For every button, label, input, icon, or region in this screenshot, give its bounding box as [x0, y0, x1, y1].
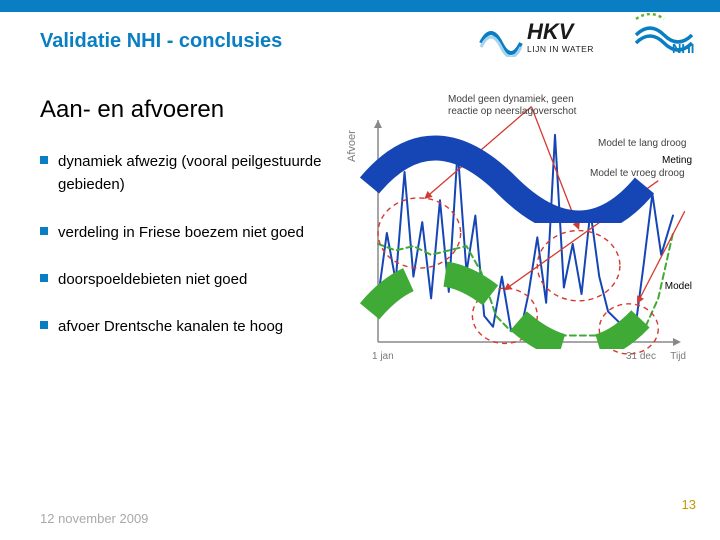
chart-legend: Meting Model	[357, 98, 692, 349]
legend-label: Meting	[662, 154, 692, 167]
chart-annotation: Model te lang droog	[598, 138, 686, 150]
bullet-item: verdeling in Friese boezem niet goed	[40, 221, 340, 244]
section-heading: Aan- en afvoeren	[40, 96, 340, 124]
hkv-logo-icon: HKV LIJN IN WATER	[479, 13, 614, 57]
header-stripe	[0, 0, 720, 12]
legend-item-model: Model	[357, 223, 692, 349]
right-column: Afvoer Meting Model 1 jan 31 dec	[350, 96, 690, 370]
logo-group: HKV LIJN IN WATER NHI	[479, 13, 700, 57]
slide-header: Validatie NHI - conclusies HKV LIJN IN W…	[0, 0, 720, 64]
bullet-item: doorspoeldebieten niet goed	[40, 268, 340, 291]
slide-title: Validatie NHI - conclusies	[40, 30, 479, 53]
x-tick-label: 31 dec	[626, 351, 656, 362]
legend-swatch-icon	[357, 223, 660, 349]
nhi-logo-icon: NHI	[630, 13, 700, 57]
x-tick-label: 1 jan	[372, 351, 394, 362]
bullet-item: afvoer Drentsche kanalen te hoog	[40, 315, 340, 338]
slide-body: Aan- en afvoeren dynamiek afwezig (voora…	[0, 64, 720, 370]
footer-date: 12 november 2009	[40, 511, 148, 526]
page-number: 13	[682, 497, 696, 512]
left-column: Aan- en afvoeren dynamiek afwezig (voora…	[40, 96, 340, 370]
x-axis-label: Tijd	[670, 351, 686, 362]
chart-annotation: Model geen dynamiek, geenreactie op neer…	[448, 94, 576, 117]
svg-text:HKV: HKV	[527, 19, 576, 44]
svg-text:LIJN IN WATER: LIJN IN WATER	[527, 44, 594, 54]
chart-annotation: Model te vroeg droog	[590, 168, 685, 180]
legend-label: Model	[665, 280, 692, 293]
discharge-chart: Afvoer Meting Model 1 jan 31 dec	[350, 100, 690, 370]
svg-text:NHI: NHI	[672, 41, 694, 56]
bullet-item: dynamiek afwezig (vooral peilgestuurde g…	[40, 150, 340, 197]
bullet-list: dynamiek afwezig (vooral peilgestuurde g…	[40, 150, 340, 338]
